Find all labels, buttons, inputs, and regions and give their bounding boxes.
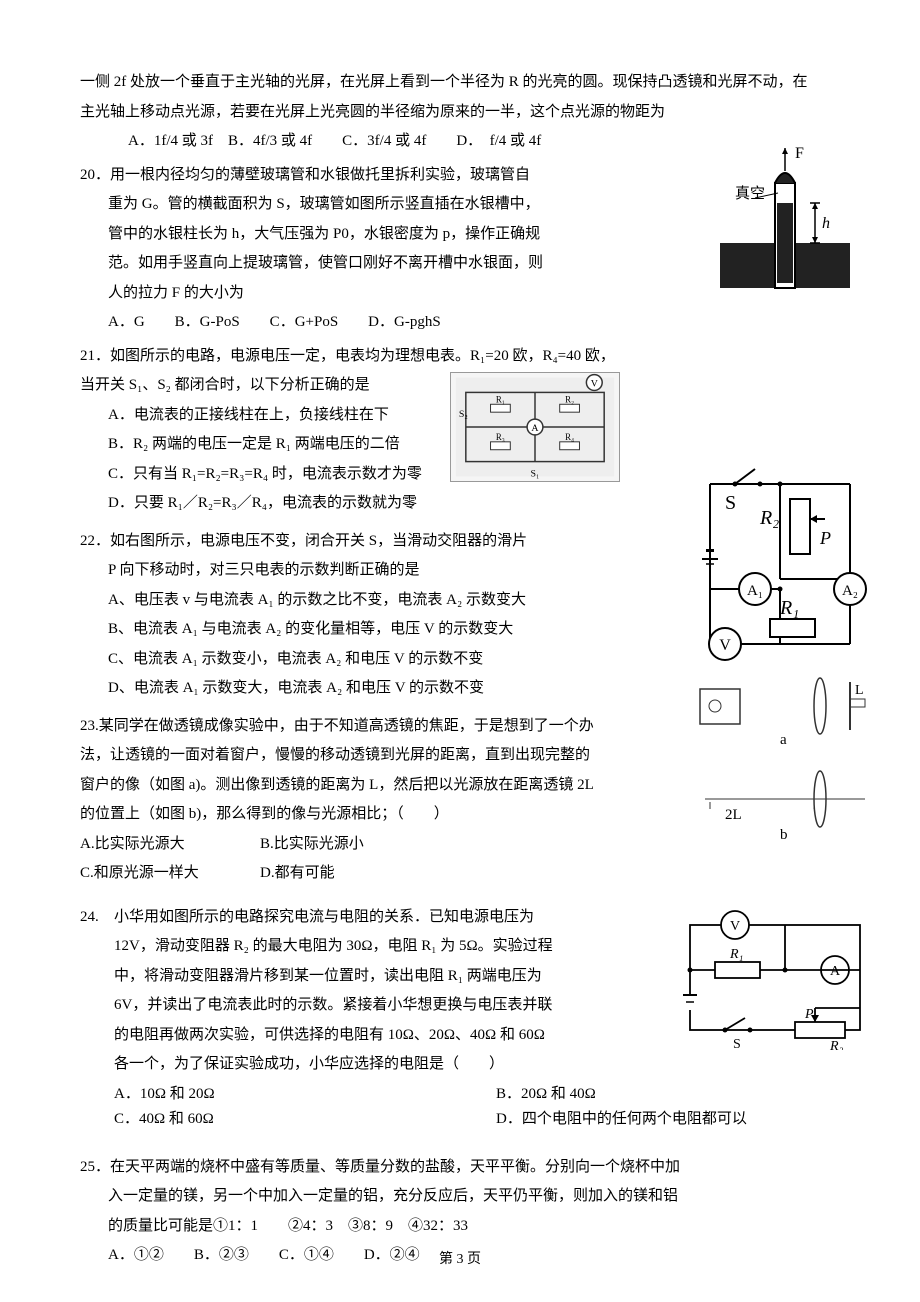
q24-c: C．40Ω 和 60Ω (86, 1107, 468, 1133)
fig24-circuit: V A R₁ S (675, 900, 875, 1050)
q24-l5: 的电阻再做两次实验，可供选择的电阻有 10Ω、20Ω、40Ω 和 60Ω (114, 1023, 553, 1049)
q24-d: D．四个电阻中的任何两个电阻都可以 (468, 1107, 850, 1133)
fig23-lens-a: L a (690, 674, 880, 749)
q21-l1: 21．如图所示的电路，电源电压一定，电表均为理想电表。R₁=20 欧，R₄=40… (80, 344, 850, 370)
q23-l1: 23.某同学在做透镜成像实验中，由于不知道高透镜的焦距，于是想到了一个办 (80, 714, 660, 740)
svg-text:R₁: R₁ (729, 947, 743, 962)
svg-text:真空: 真空 (735, 184, 765, 202)
q24-num: 24. (80, 905, 114, 1082)
fig20-torricelli: F 真空 h (710, 143, 860, 293)
q23-l3: 窗户的像（如图 a)。测出像到透镜的距离为 L，然后把以光源放在距离透镜 2L (80, 773, 660, 799)
q20: 20．用一根内径均匀的薄壁玻璃管和水银做托里拆利实验，玻璃管自 重为 G。管的横… (80, 163, 850, 336)
svg-text:a: a (780, 732, 787, 748)
q20-options: A．G B．G-PoS C．G+PoS D．G-pghS (80, 310, 850, 336)
page-footer: 第 3 页 (0, 1248, 920, 1272)
q20-l2: 重为 G。管的横截面积为 S，玻璃管如图所示竖直插在水银槽中， (80, 192, 640, 218)
svg-text:R₁: R₁ (496, 394, 505, 404)
svg-text:A: A (531, 422, 539, 433)
svg-text:b: b (780, 827, 788, 843)
svg-text:S: S (733, 1037, 741, 1050)
q22-b: B、电流表 A₁ 与电流表 A₂ 的变化量相等，电压 V 的示数变大 (80, 617, 640, 643)
svg-text:A: A (830, 964, 841, 979)
q24: 24. 小华用如图所示的电路探究电流与电阻的关系．已知电源电压为 12V，滑动变… (80, 905, 850, 1133)
svg-text:V: V (719, 637, 731, 654)
page-content: 一侧 2f 处放一个垂直于主光轴的光屏，在光屏上看到一个半径为 R 的光亮的圆。… (80, 70, 850, 1269)
q23-l2: 法，让透镜的一面对着窗户，慢慢的移动透镜到光屏的距离，直到出现完整的 (80, 743, 660, 769)
q23-l4: 的位置上（如图 b)，那么得到的像与光源相比；（ ） (80, 802, 660, 828)
svg-text:S₂: S₂ (459, 409, 468, 420)
q20-l3: 管中的水银柱长为 h，大气压强为 P0，水银密度为 p，操作正确规 (80, 222, 640, 248)
q22-d: D、电流表 A₁ 示数变大，电流表 A₂ 和电压 V 的示数不变 (80, 676, 640, 702)
q20-l4: 范。如用手竖直向上提玻璃管，使管口刚好不离开槽中水银面，则 (80, 251, 640, 277)
svg-text:h: h (822, 215, 830, 232)
q23: 23.某同学在做透镜成像实验中，由于不知道高透镜的焦距，于是想到了一个办 法，让… (80, 714, 850, 891)
svg-text:R₁: R₁ (779, 597, 799, 619)
q22-a: A、电压表 v 与电流表 A₁ 的示数之比不变，电流表 A₂ 示数变大 (80, 588, 640, 614)
q23-c: C.和原光源一样大 (80, 861, 260, 887)
svg-text:R₄: R₄ (565, 431, 574, 441)
svg-text:F: F (795, 145, 804, 162)
q24-l6: 各一个，为了保证实验成功，小华应选择的电阻是（ ） (114, 1052, 553, 1078)
q25-l3: 的质量比可能是①1：1 ②4：3 ③8：9 ④32：33 (80, 1214, 850, 1240)
svg-text:V: V (591, 378, 599, 389)
svg-text:R₂: R₂ (565, 394, 574, 404)
q24-b: B．20Ω 和 40Ω (468, 1082, 850, 1108)
svg-text:P: P (819, 528, 831, 548)
q20-l5: 人的拉力 F 的大小为 (80, 281, 640, 307)
svg-text:P: P (804, 1007, 814, 1022)
q24-l2: 12V，滑动变阻器 R₂ 的最大电阻为 30Ω，电阻 R₁ 为 5Ω。实验过程 (114, 934, 553, 960)
svg-text:L: L (855, 683, 864, 698)
svg-text:S: S (725, 492, 736, 514)
q24-l3: 中，将滑动变阻器滑片移到某一位置时，读出电阻 R₁ 两端电压为 (114, 964, 553, 990)
q23-a: A.比实际光源大 (80, 832, 260, 858)
svg-text:2L: 2L (725, 807, 742, 823)
q25-l2: 入一定量的镁，另一个中加入一定量的铝，充分反应后，天平仍平衡，则加入的镁和铝 (80, 1184, 850, 1210)
q25-l1: 25．在天平两端的烧杯中盛有等质量、等质量分数的盐酸，天平平衡。分别向一个烧杯中… (80, 1155, 850, 1181)
q22-l2: P 向下移动时，对三只电表的示数判断正确的是 (80, 558, 640, 584)
svg-text:A₂: A₂ (842, 583, 858, 599)
q24-l1: 小华用如图所示的电路探究电流与电阻的关系．已知电源电压为 (114, 905, 553, 931)
fig22-circuit: S R₂ P A₁ (680, 464, 880, 664)
q19-line1: 一侧 2f 处放一个垂直于主光轴的光屏，在光屏上看到一个半径为 R 的光亮的圆。… (80, 70, 850, 96)
q22-c: C、电流表 A₁ 示数变小，电流表 A₂ 和电压 V 的示数不变 (80, 647, 640, 673)
svg-text:R₂: R₂ (829, 1039, 844, 1050)
q24-l4: 6V，并读出了电流表此时的示数。紧接着小华想更换与电压表并联 (114, 993, 553, 1019)
q19-line2: 主光轴上移动点光源，若要在光屏上光亮圆的半径缩为原来的一半，这个点光源的物距为 (80, 100, 850, 126)
q22-l1: 22．如右图所示，电源电压不变，闭合开关 S，当滑动交阻器的滑片 (80, 529, 640, 555)
fig23-lens-b: 2L b (690, 764, 880, 844)
fig21-circuit: V A R₁ R₂ R₃ R₄ S₂ S₁ (450, 372, 620, 482)
q24-a: A．10Ω 和 20Ω (86, 1082, 468, 1108)
q20-l1: 20．用一根内径均匀的薄壁玻璃管和水银做托里拆利实验，玻璃管自 (80, 163, 640, 189)
svg-text:S₁: S₁ (531, 468, 540, 479)
svg-text:A₁: A₁ (747, 583, 763, 599)
q23-d: D.都有可能 (260, 861, 335, 887)
svg-text:V: V (730, 919, 740, 934)
svg-text:R₂: R₂ (759, 507, 779, 529)
q23-b: B.比实际光源小 (260, 832, 364, 858)
svg-text:R₃: R₃ (496, 431, 505, 441)
